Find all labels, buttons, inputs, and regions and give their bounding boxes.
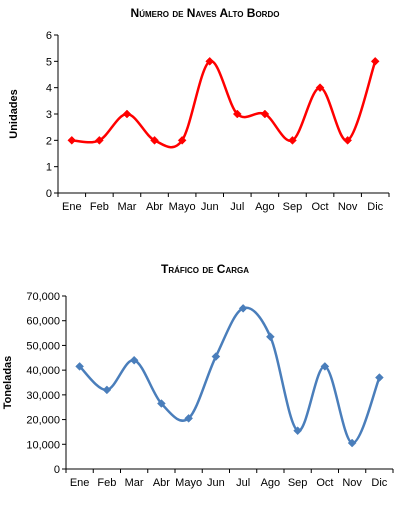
- data-point: [129, 355, 139, 365]
- y-axis-label: Toneladas: [2, 356, 14, 410]
- x-tick-label: Feb: [90, 201, 109, 213]
- y-tick-label: 70,000: [26, 291, 60, 303]
- data-point: [238, 304, 248, 313]
- series-line: [71, 60, 377, 149]
- x-tick-label: Ago: [255, 201, 275, 213]
- x-tick-label: Oct: [311, 201, 328, 213]
- chart-carga-plot: 0 10,000 20,000 30,000 40,000 50,000 60,000 70,…: [2, 291, 394, 489]
- y-tick-label: 20,000: [26, 415, 60, 427]
- y-tick-label: 30,000: [26, 390, 60, 402]
- y-tick-label: 0: [46, 188, 52, 200]
- x-tick-label: Mar: [117, 201, 136, 213]
- data-point: [232, 109, 242, 119]
- x-tick-label: Oct: [316, 477, 333, 489]
- x-tick-label: Nov: [342, 477, 362, 489]
- chart-naves-plot: 0 1 2 3 4 5 6 Ene Feb Mar Abr Mayo Jun Jul Ago Sep Oct No…: [8, 30, 390, 213]
- x-tick-label: Jul: [230, 201, 244, 213]
- chart-title: Tráfico de Carga: [161, 262, 249, 276]
- x-tick-label: Jul: [236, 477, 250, 489]
- y-tick-label: 2: [46, 135, 52, 147]
- x-tick-label: Sep: [288, 477, 308, 489]
- y-tick-label: 50,000: [26, 340, 60, 352]
- y-tick-label: 40,000: [26, 365, 60, 377]
- x-tick-label: Jun: [207, 477, 225, 489]
- y-tick-label: 0: [54, 464, 60, 476]
- data-point: [184, 413, 193, 423]
- chart-title: Número de Naves Alto Bordo: [130, 6, 280, 20]
- data-point: [75, 362, 84, 371]
- data-point: [177, 135, 187, 145]
- x-tick-label: Nov: [338, 201, 358, 213]
- data-point: [293, 426, 302, 436]
- data-point: [370, 56, 380, 66]
- data-point: [288, 135, 297, 145]
- data-point: [320, 362, 330, 371]
- data-point: [347, 438, 357, 448]
- chart-naves: Número de Naves Alto Bordo 0 1 2 3 4 5 6 Ene Feb…: [0, 0, 410, 230]
- y-tick-label: 5: [46, 56, 52, 68]
- x-tick-label: Mayo: [175, 477, 202, 489]
- x-tick-label: Feb: [97, 477, 116, 489]
- x-tick-label: Dic: [367, 201, 383, 213]
- x-tick-label: Sep: [283, 201, 303, 213]
- data-point: [150, 135, 159, 145]
- y-axis-label: Unidades: [8, 89, 20, 139]
- series-line: [78, 306, 381, 445]
- data-point: [211, 352, 221, 361]
- y-tick-label: 1: [46, 162, 52, 174]
- x-tick-label: Mayo: [169, 201, 196, 213]
- x-tick-label: Abr: [146, 201, 163, 213]
- y-tick-label: 6: [46, 30, 52, 42]
- x-tick-label: Ene: [62, 201, 82, 213]
- data-point: [266, 332, 275, 342]
- data-point: [67, 135, 77, 145]
- chart-carga: Tráfico de Carga 0 10,000 20,000 30,000 40,0…: [0, 255, 410, 508]
- data-point: [122, 109, 132, 119]
- y-tick-label: 4: [46, 83, 52, 95]
- data-point: [205, 56, 215, 66]
- data-point: [343, 135, 352, 145]
- data-point: [95, 135, 104, 145]
- y-tick-label: 3: [46, 109, 52, 121]
- x-tick-label: Mar: [125, 477, 144, 489]
- data-point: [157, 399, 166, 408]
- data-point: [315, 83, 325, 93]
- x-tick-label: Jun: [201, 201, 219, 213]
- x-tick-label: Abr: [153, 477, 170, 489]
- x-tick-label: Ago: [261, 477, 281, 489]
- x-tick-label: Dic: [371, 477, 387, 489]
- data-point: [375, 373, 384, 382]
- x-tick-label: Ene: [70, 477, 90, 489]
- y-tick-label: 60,000: [26, 316, 60, 328]
- data-point: [102, 385, 112, 395]
- data-point: [260, 109, 270, 119]
- y-tick-label: 10,000: [26, 439, 60, 451]
